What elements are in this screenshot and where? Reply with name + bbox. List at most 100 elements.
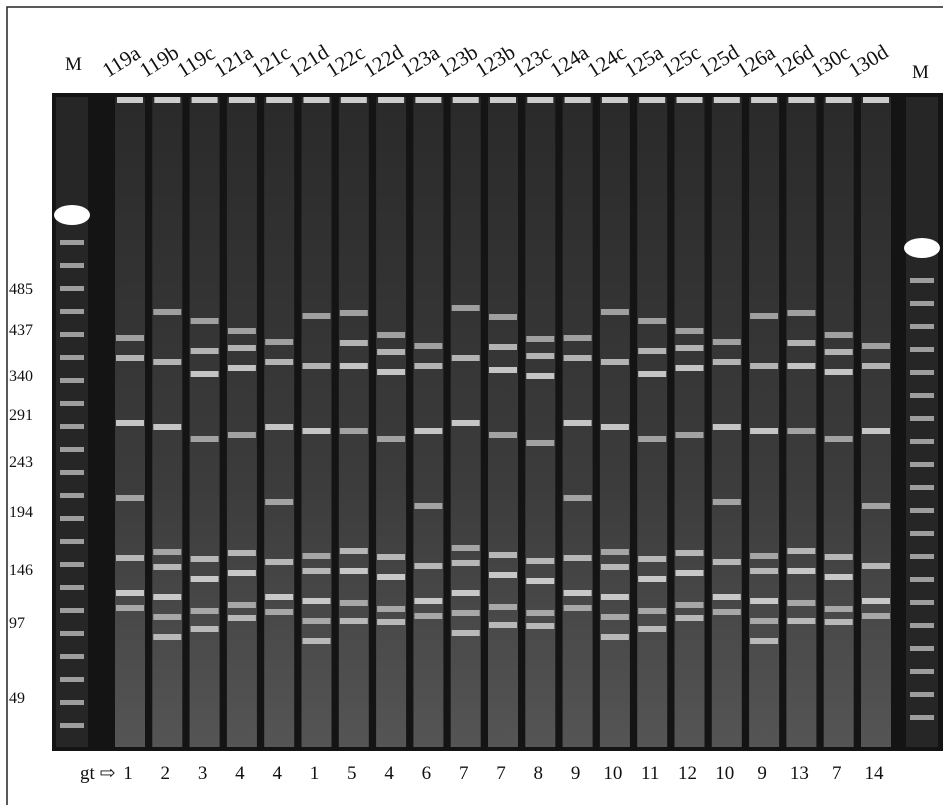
band — [489, 622, 517, 628]
frame — [6, 6, 943, 805]
band — [414, 613, 443, 619]
size-label: 340 — [9, 368, 33, 385]
marker-band — [60, 654, 84, 659]
band — [787, 618, 816, 624]
gt-value: 9 — [757, 763, 767, 784]
marker-band — [910, 646, 934, 651]
gt-value: 2 — [161, 763, 171, 784]
size-label: 437 — [9, 322, 33, 339]
marker-band — [60, 424, 84, 429]
size-label: 291 — [9, 407, 33, 424]
band — [489, 314, 517, 320]
band — [116, 605, 144, 611]
gt-value: 6 — [422, 763, 432, 784]
band — [451, 590, 480, 596]
marker-band — [60, 562, 84, 567]
lane — [301, 97, 332, 747]
band — [414, 563, 443, 569]
lane — [226, 97, 257, 747]
band — [563, 420, 592, 426]
band — [526, 440, 555, 446]
band — [265, 359, 294, 365]
size-label: 97 — [9, 615, 25, 632]
well — [601, 97, 628, 103]
gt-value: 3 — [198, 763, 208, 784]
band — [339, 428, 368, 434]
band — [675, 550, 704, 556]
marker-band — [910, 485, 934, 490]
marker-band — [910, 324, 934, 329]
band — [675, 602, 704, 608]
band — [227, 365, 256, 371]
well — [266, 97, 293, 103]
band — [862, 343, 890, 349]
marker-spot — [54, 205, 90, 225]
band — [787, 568, 816, 574]
well — [527, 97, 554, 103]
band — [190, 318, 219, 324]
band — [116, 555, 144, 561]
band — [190, 576, 219, 582]
band — [153, 359, 182, 365]
band — [153, 614, 182, 620]
band — [190, 371, 219, 377]
band — [451, 420, 480, 426]
band — [600, 614, 629, 620]
band — [302, 638, 331, 644]
band — [190, 608, 219, 614]
well — [564, 97, 591, 103]
marker-band — [910, 278, 934, 283]
marker-lane — [906, 97, 938, 747]
band — [712, 359, 741, 365]
band — [265, 339, 294, 345]
marker-band — [910, 508, 934, 513]
marker-band — [60, 631, 84, 636]
band — [153, 594, 182, 600]
gt-value: 4 — [235, 763, 245, 784]
gt-value: 10 — [715, 763, 734, 784]
well — [676, 97, 703, 103]
band — [750, 428, 779, 434]
band — [227, 432, 256, 438]
band — [563, 590, 592, 596]
band — [227, 602, 256, 608]
band — [862, 598, 890, 604]
gt-value: 4 — [272, 763, 282, 784]
well — [788, 97, 815, 103]
band — [526, 558, 555, 564]
band — [712, 594, 741, 600]
gt-value: 13 — [790, 763, 809, 784]
marker-band — [60, 286, 84, 291]
band — [638, 348, 667, 354]
marker-band — [910, 462, 934, 467]
band — [638, 608, 667, 614]
marker-band — [60, 378, 84, 383]
band — [227, 550, 256, 556]
gt-value: 10 — [603, 763, 622, 784]
band — [862, 428, 890, 434]
band — [526, 373, 555, 379]
band — [600, 549, 629, 555]
gt-value: 7 — [832, 763, 842, 784]
band — [489, 572, 517, 578]
marker-band — [60, 700, 84, 705]
band — [563, 355, 592, 361]
well — [490, 97, 516, 103]
band — [638, 576, 667, 582]
band — [451, 560, 480, 566]
band — [824, 332, 853, 338]
band — [377, 349, 406, 355]
band — [377, 606, 406, 612]
band — [787, 428, 816, 434]
well — [639, 97, 666, 103]
band — [787, 548, 816, 554]
marker-band — [910, 347, 934, 352]
gt-label: gt ⇨ — [80, 763, 116, 784]
band — [265, 594, 294, 600]
band — [414, 598, 443, 604]
band — [750, 618, 779, 624]
marker-spot — [904, 238, 940, 258]
size-label: 194 — [9, 504, 33, 521]
marker-band — [910, 554, 934, 559]
band — [824, 554, 853, 560]
